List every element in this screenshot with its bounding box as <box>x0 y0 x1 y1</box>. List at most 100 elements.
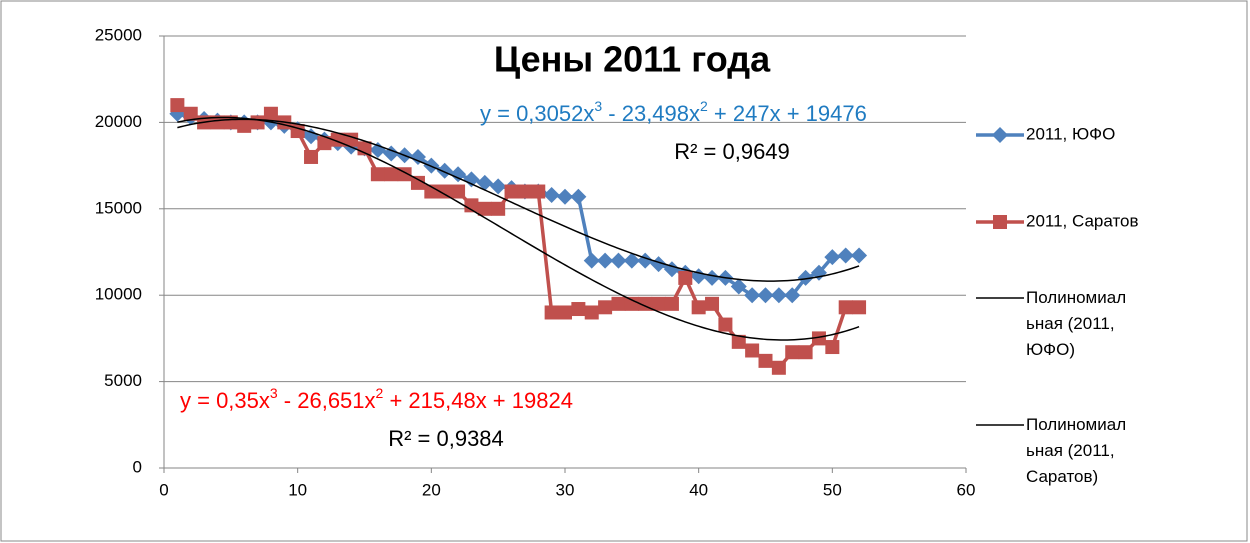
marker <box>731 334 746 349</box>
marker <box>437 184 452 199</box>
marker <box>705 296 720 311</box>
x-tick-label: 60 <box>957 480 976 499</box>
trendline-equation: y = 0,3052x3 - 23,498x2 + 247x + 19476 <box>480 98 867 126</box>
marker <box>370 167 385 182</box>
marker <box>263 106 278 121</box>
marker <box>463 171 480 188</box>
marker <box>837 247 854 264</box>
marker <box>637 252 654 269</box>
marker <box>570 188 587 205</box>
marker <box>250 115 265 130</box>
x-tick-label: 20 <box>422 480 441 499</box>
marker <box>490 178 507 195</box>
trendline <box>177 116 860 341</box>
legend-label: Полиномиальная (2011, ЮФО) <box>1026 288 1127 359</box>
marker <box>303 128 320 145</box>
y-tick-label: 15000 <box>95 198 142 217</box>
marker <box>798 345 813 360</box>
marker <box>770 287 787 304</box>
equation-part: - 23,498x <box>602 101 700 126</box>
legend-label: 2011, ЮФО <box>1026 124 1115 143</box>
marker <box>771 360 786 375</box>
marker <box>784 287 801 304</box>
equation-part: - 26,651x <box>278 388 376 413</box>
chart-title: Цены 2011 года <box>494 39 771 80</box>
x-tick-label: 30 <box>556 480 575 499</box>
marker <box>597 252 614 269</box>
x-tick-label: 50 <box>823 480 842 499</box>
marker <box>304 149 319 164</box>
marker <box>583 252 600 269</box>
equation-part: + 215,48x + 19824 <box>383 388 573 413</box>
x-tick-label: 40 <box>689 480 708 499</box>
marker <box>852 300 867 315</box>
marker <box>237 118 252 133</box>
marker <box>993 215 1007 229</box>
marker <box>611 296 626 311</box>
marker <box>543 186 560 203</box>
marker <box>690 268 707 285</box>
equation-part: 2 <box>376 385 384 401</box>
y-tick-label: 20000 <box>95 112 142 131</box>
marker <box>531 184 546 199</box>
marker <box>504 184 519 199</box>
marker <box>785 345 800 360</box>
marker <box>663 261 680 278</box>
marker <box>517 184 532 199</box>
marker <box>650 256 667 273</box>
marker <box>183 106 198 121</box>
legend-label: 2011, Саратов <box>1026 211 1139 230</box>
marker <box>757 287 774 304</box>
marker <box>691 300 706 315</box>
marker <box>718 317 733 332</box>
marker <box>571 302 586 317</box>
marker <box>824 249 841 266</box>
marker <box>992 127 1008 143</box>
x-tick-label: 0 <box>159 480 168 499</box>
marker <box>491 201 506 216</box>
equation-part: y = 0,3052x <box>480 101 594 126</box>
marker <box>384 167 399 182</box>
y-tick-label: 0 <box>133 457 142 476</box>
marker <box>584 305 599 320</box>
marker <box>704 269 721 286</box>
marker <box>730 278 747 295</box>
marker <box>678 270 693 285</box>
marker <box>464 198 479 213</box>
y-tick-label: 5000 <box>104 371 142 390</box>
marker <box>851 247 868 264</box>
trendline-r2: R² = 0,9384 <box>388 426 504 451</box>
marker <box>450 166 467 183</box>
trendline-r2: R² = 0,9649 <box>674 139 790 164</box>
marker <box>544 305 559 320</box>
marker <box>811 331 826 346</box>
marker <box>651 296 666 311</box>
marker <box>744 287 761 304</box>
trendline <box>177 118 860 282</box>
y-tick-label: 25000 <box>95 25 142 44</box>
equation-part: 3 <box>270 385 278 401</box>
marker <box>623 252 640 269</box>
marker <box>558 305 572 320</box>
legend-label: Полиномиальная (2011, Саратов) <box>1026 415 1127 486</box>
marker <box>410 175 425 190</box>
marker <box>170 98 185 113</box>
marker <box>557 188 573 205</box>
trendline-equation: y = 0,35x3 - 26,651x2 + 215,48x + 19824 <box>180 385 573 413</box>
equation-part: 3 <box>594 98 602 114</box>
equation-part: + 247x + 19476 <box>708 101 867 126</box>
y-tick-label: 10000 <box>95 285 142 304</box>
marker <box>476 174 493 191</box>
marker <box>369 142 386 159</box>
x-tick-label: 10 <box>288 480 307 499</box>
marker <box>317 136 332 151</box>
equation-part: 2 <box>700 98 708 114</box>
marker <box>610 252 627 269</box>
equation-part: y = 0,35x <box>180 388 270 413</box>
marker <box>825 340 840 355</box>
marker <box>210 115 225 130</box>
marker <box>745 343 760 358</box>
